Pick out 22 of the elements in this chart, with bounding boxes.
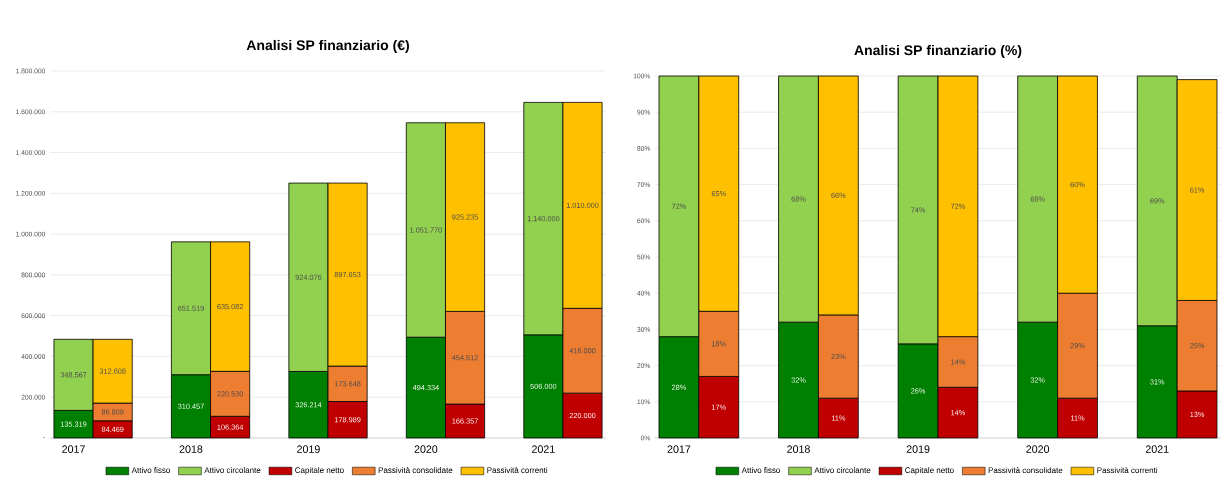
chart-title: Analisi SP finanziario (%) bbox=[854, 44, 1022, 58]
legend-label: Passività consolidate bbox=[378, 467, 453, 474]
x-tick-label: 2020 bbox=[1026, 445, 1050, 453]
legend-label: Attivo fisso bbox=[131, 467, 171, 473]
legend-label: Passività consolidate bbox=[988, 467, 1063, 474]
x-tick-label: 2021 bbox=[1145, 445, 1169, 453]
legend-label: Capitale netto bbox=[905, 467, 954, 475]
x-tick-label: 2020 bbox=[414, 445, 438, 453]
legend-label: Passività correnti bbox=[1097, 467, 1158, 474]
legend-label: Passività correnti bbox=[487, 467, 548, 474]
x-tick-label: 2018 bbox=[179, 445, 203, 453]
x-tick-label: 2017 bbox=[667, 445, 691, 453]
x-tick-label: 2021 bbox=[532, 445, 555, 453]
x-tick-label: 2017 bbox=[62, 445, 85, 453]
legend-label: Capitale netto bbox=[295, 467, 344, 475]
chart-title: Analisi SP finanziario (€) bbox=[246, 39, 409, 53]
x-tick-label: 2019 bbox=[297, 445, 320, 453]
x-tick-label: 2019 bbox=[906, 445, 930, 453]
legend-label: Attivo circolante bbox=[204, 467, 261, 473]
legend-label: Attivo fisso bbox=[741, 467, 780, 473]
x-tick-label: 2018 bbox=[787, 445, 810, 453]
legend-label: Attivo circolante bbox=[814, 467, 871, 473]
